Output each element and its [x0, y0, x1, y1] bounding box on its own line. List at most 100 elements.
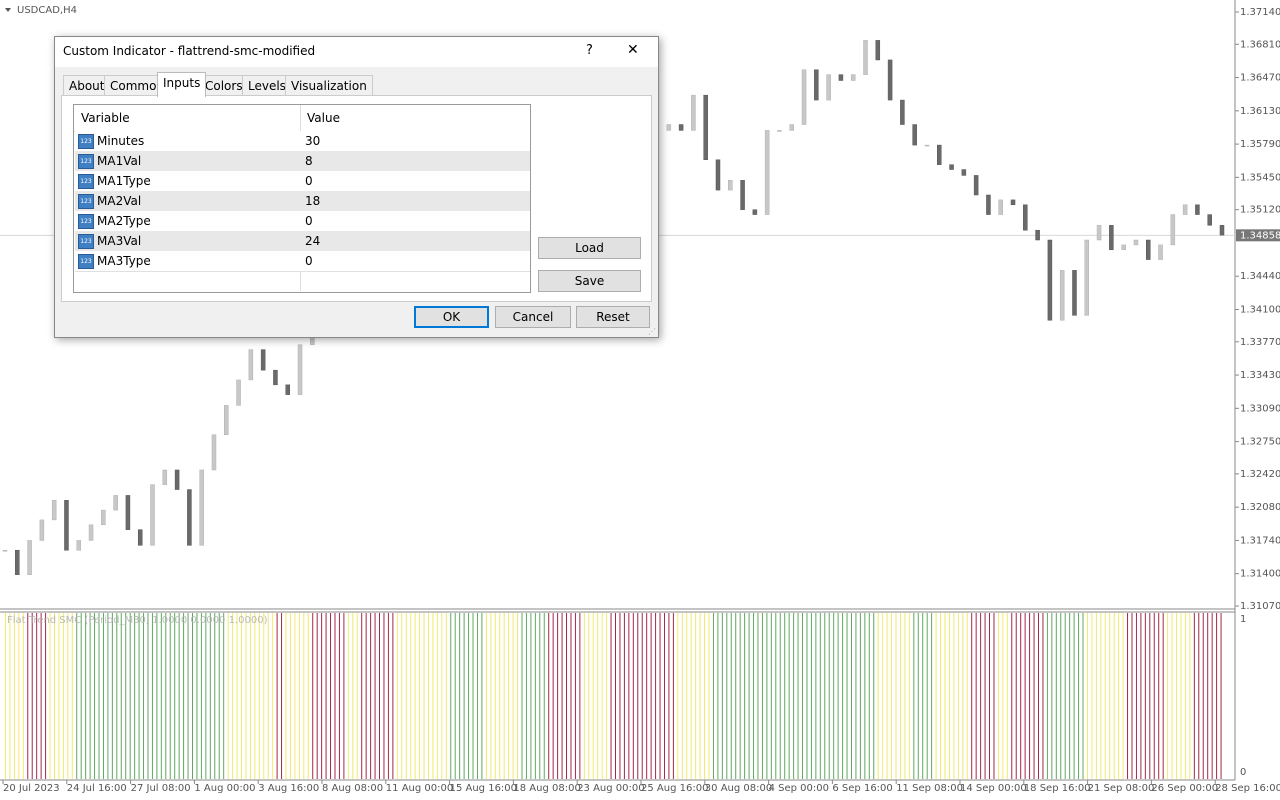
table-row[interactable]: 123 MA1Val 8 [75, 151, 530, 172]
variable-name: MA2Val [97, 194, 142, 208]
candle [678, 124, 684, 131]
candle [297, 344, 303, 395]
candle [789, 124, 794, 131]
y-tick-label: 1.36470 [1240, 73, 1280, 84]
y-tick-label: 1.35450 [1240, 172, 1280, 183]
candle [1145, 239, 1151, 260]
candle [1072, 270, 1077, 316]
candle [715, 159, 721, 191]
title-bar: Custom Indicator - flattrend-smc-modifie… [55, 37, 658, 67]
indicator-label: Flat Trend SMC (Period_M30, 1.0000 0.000… [7, 615, 268, 626]
candle [125, 495, 131, 530]
tab[interactable]: Inputs [157, 72, 207, 97]
variable-value: 0 [305, 254, 313, 268]
candle [740, 180, 745, 210]
y-tick-label: 1.33770 [1240, 337, 1280, 348]
candle [850, 74, 856, 81]
candle [777, 130, 782, 132]
candle [826, 74, 831, 101]
candle [260, 349, 266, 371]
y-tick-label: 1.34440 [1240, 271, 1280, 282]
dialog-button[interactable]: OK [414, 306, 489, 328]
dialog-button[interactable]: Cancel [495, 306, 571, 328]
y-tick-label: 1.31740 [1240, 535, 1280, 546]
x-tick-label: 27 Jul 08:00 [131, 783, 191, 794]
table-row[interactable]: 123 MA3Type 0 [75, 251, 530, 272]
input-icon: 123 [78, 174, 94, 189]
help-button[interactable]: ? [586, 43, 593, 58]
candle [1023, 204, 1028, 231]
variable-value: 30 [305, 134, 321, 148]
sub-y-tick-label: 1 [1240, 614, 1246, 625]
candle [2, 549, 8, 552]
candle [199, 469, 204, 546]
tab[interactable]: Levels [242, 75, 292, 96]
close-button[interactable]: ✕ [627, 42, 639, 58]
side-button[interactable]: Load [538, 237, 641, 259]
candle [986, 194, 991, 215]
candle [27, 540, 32, 575]
x-tick-label: 21 Sep 08:00 [1088, 783, 1155, 794]
tab[interactable]: Common [104, 75, 171, 96]
tab-panel: Variable Value 123 Minutes 30 123 MA1Val 8 123 MA… [61, 95, 652, 302]
table-row[interactable]: 123 MA2Type 0 [75, 211, 530, 232]
candle [912, 124, 917, 146]
candle [1182, 204, 1188, 215]
candle [1121, 244, 1126, 251]
x-tick-label: 20 Jul 2023 [3, 783, 60, 794]
candle [1219, 225, 1225, 236]
table-row[interactable]: 123 Minutes 30 [75, 131, 530, 152]
current-price-tag [1236, 229, 1280, 242]
table-row[interactable]: 123 MA2Val 18 [75, 191, 530, 212]
y-tick-label: 1.35120 [1240, 205, 1280, 216]
variable-name: MA3Type [97, 254, 151, 268]
candle [224, 405, 229, 435]
candle [863, 40, 868, 75]
y-tick-label: 1.34100 [1240, 304, 1280, 315]
column-header: Value [307, 111, 340, 125]
variable-name: MA1Val [97, 154, 142, 168]
y-tick-label: 1.36130 [1240, 106, 1280, 117]
y-tick-label: 1.31400 [1240, 569, 1280, 580]
candle [1158, 244, 1163, 260]
y-tick-label: 1.32750 [1240, 437, 1280, 448]
variable-value: 18 [305, 194, 321, 208]
variable-value: 24 [305, 234, 321, 248]
candle [887, 59, 893, 101]
table-header: Variable Value [74, 105, 530, 291]
candle [764, 130, 770, 215]
dialog-title: Custom Indicator - flattrend-smc-modifie… [63, 44, 316, 58]
x-tick-label: 11 Aug 00:00 [386, 783, 453, 794]
symbol-arrow [5, 8, 11, 12]
variable-name: Minutes [97, 134, 145, 148]
candle [998, 199, 1003, 215]
y-tick-label: 1.33090 [1240, 403, 1280, 414]
table-row[interactable]: 123 MA3Val 24 [75, 231, 530, 252]
candle [285, 384, 290, 395]
tab[interactable]: Visualization [285, 75, 373, 96]
variable-value: 0 [305, 174, 313, 188]
candle [1170, 214, 1176, 246]
candle [900, 99, 905, 125]
candle [1035, 229, 1040, 241]
input-icon: 123 [78, 254, 94, 269]
candle [113, 495, 118, 511]
candle [814, 69, 819, 101]
tab[interactable]: About [63, 75, 111, 96]
x-tick-label: 1 Aug 00:00 [194, 783, 255, 794]
y-tick-label: 1.31070 [1240, 601, 1280, 612]
x-tick-label: 3 Aug 16:00 [258, 783, 319, 794]
x-tick-label: 6 Sep 16:00 [832, 783, 892, 794]
table-row[interactable]: 123 MA1Type 0 [75, 171, 530, 192]
side-button[interactable]: Save [538, 270, 641, 292]
x-tick-label: 23 Aug 00:00 [577, 783, 644, 794]
y-tick-label: 1.32420 [1240, 469, 1280, 480]
y-tick-label: 1.32080 [1240, 502, 1280, 513]
variable-value: 0 [305, 214, 313, 228]
candle [88, 524, 94, 541]
dialog-button[interactable]: Reset [576, 306, 650, 328]
sub-y-tick-label: 0 [1240, 767, 1246, 778]
candle [1109, 225, 1114, 251]
